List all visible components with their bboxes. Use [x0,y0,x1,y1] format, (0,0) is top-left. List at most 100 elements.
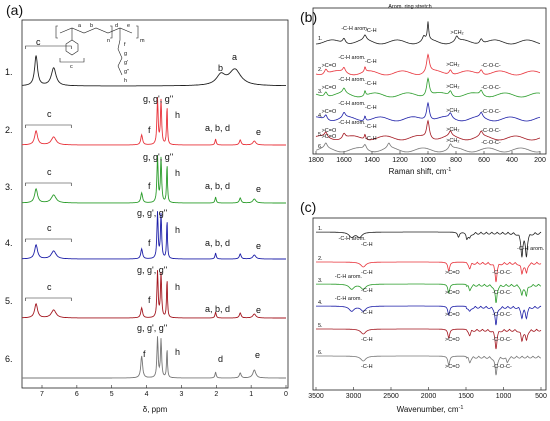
b-peak-label: -C-H arom. [338,77,366,83]
c-peak-label: -C-H arom. [335,274,363,280]
b-spectrum-3 [315,77,541,98]
c-spectrum-4 [316,305,542,326]
c-spectrum-1 [316,231,542,258]
a1-label-b: b [218,63,223,73]
b-row-number: 6. [318,144,323,150]
c-peak-label: >C=O [445,364,460,370]
panel-b-frame [312,7,547,155]
panel-c-letter: (c) [300,199,316,215]
b-peak-label: >C=O [322,63,337,69]
a-c-bracket [25,238,72,242]
b-row-number: 1. [318,36,323,42]
struct-g2: g'' [124,69,129,75]
b-peak-label: >C=O [322,85,337,91]
b-peak-label: -C-H [365,59,377,65]
a-x-tick-label: 7 [40,391,44,398]
phenyl-ring [65,39,79,56]
c-peak-label: -C-H [361,337,373,343]
a-c-bracket [25,45,72,49]
a-x-tick-label: 2 [214,391,218,398]
a4-label-c: c [47,223,52,233]
a-x-tick-label: 3 [179,391,183,398]
panel-b: (b) 1800 1600 1400 1200 1000 800 600 400 200 Ram… [300,4,547,176]
panel-b-x-label: Raman shift, cm-1 [389,167,452,176]
a2-label-f: f [148,125,151,135]
c-bracket [59,58,85,63]
c-peak-label: >C=O [445,312,460,318]
struct-b: b [90,23,93,29]
c-peak-label: -C-H arom. [517,246,545,252]
a-x-tick-label: 5 [110,391,114,398]
panel-c-x-ticks: 3500 3000 2500 2000 1500 1000 500 [308,387,547,400]
a-row-2-number: 2. [5,125,13,135]
c-peak-label: -C-H [361,270,373,276]
b-spectrum-6 [315,142,540,153]
c-peak-label: -C-O-C- [492,290,512,296]
a6-label-h: h [175,347,180,357]
panel-c-labels: 1.-C-H arom.-C-H-C-H arom.2.-C-H >C=O -C-O… [318,226,545,370]
b-row-number: 5. [318,132,323,138]
a3-label-e: e [256,184,261,194]
bracket-n [110,25,113,39]
b-peak-label: >CH₂ [446,108,459,114]
c-peak-label: -C-O-C- [492,270,512,276]
c-peak-label: >C=O [445,290,460,296]
panel-a-x-label: δ, ppm [143,405,168,414]
a3-label-abd: a, b, d [205,181,230,191]
a2-label-c: c [47,109,52,119]
c-peak-label: >C=O [445,337,460,343]
struct-g: g [124,51,127,57]
c-peak-label: -C-O-C- [492,337,512,343]
panel-c-spectra [316,231,542,376]
a-x-tick-label: 6 [75,391,79,398]
b-peak-label: >CH₂ [446,84,459,90]
b-peak-label: -C-H [365,136,377,142]
polymer-structure [55,25,139,76]
a5-label-e: e [256,305,261,315]
c-x-tick-label: 3500 [308,393,324,400]
c-peak-label: -C-H [361,364,373,370]
c-row-number: 3. [318,278,323,284]
b-x-tick-label: 1600 [336,157,352,164]
c-row-number: 2. [318,256,323,262]
c-spectrum-3 [316,283,542,304]
b-peak-label: >CH₂ [446,127,459,133]
b-x-tick-label: 1200 [392,157,408,164]
a6-label-f: f [143,349,146,359]
b-row-number: 4. [318,113,323,119]
a-spectrum-4 [22,211,286,260]
a4-label-f: f [148,238,151,248]
a5-label-g: g, g', g'' [137,265,167,275]
a-row-5-number: 5. [5,296,13,306]
c-spectrum-2 [316,261,542,283]
c-peak-label: >C=O [445,270,460,276]
b-x-tick-label: 800 [450,157,462,164]
c-peak-label: -C-H [361,242,373,248]
struct-a: a [78,23,82,29]
b-spectrum-4 [316,101,541,122]
b-x-tick-label: 600 [478,157,490,164]
struct-d: d [115,23,118,29]
a-row-3-number: 3. [5,182,13,192]
panel-c: (c) 3500 3000 2500 2000 1500 1000 500 Wavenumb… [300,199,547,414]
a2-label-h: h [175,110,180,120]
a4-label-g: g, g', g'' [137,208,167,218]
b-peak-label: -C-O-C- [481,128,501,134]
a-spectrum-5 [22,270,286,319]
panel-c-x-label: Wavenumber, cm-1 [397,405,464,414]
c-spectrum-5 [316,328,542,350]
b-peak-label: >CH₂ [446,62,459,68]
b-peak-label: -C-H arom. [338,101,366,107]
b-x-tick-label: 1000 [420,157,436,164]
a1-label-c: c [36,37,41,47]
panel-a-spectra [21,45,286,379]
b-x-tick-label: 200 [534,157,546,164]
b-peak-label: >CH₂ [446,138,459,144]
struct-e: e [127,23,130,29]
struct-c: c [70,64,73,70]
b-peak-label: -C-O-C- [481,85,501,91]
panel-c-frame [312,217,547,391]
a5-label-c: c [47,282,52,292]
